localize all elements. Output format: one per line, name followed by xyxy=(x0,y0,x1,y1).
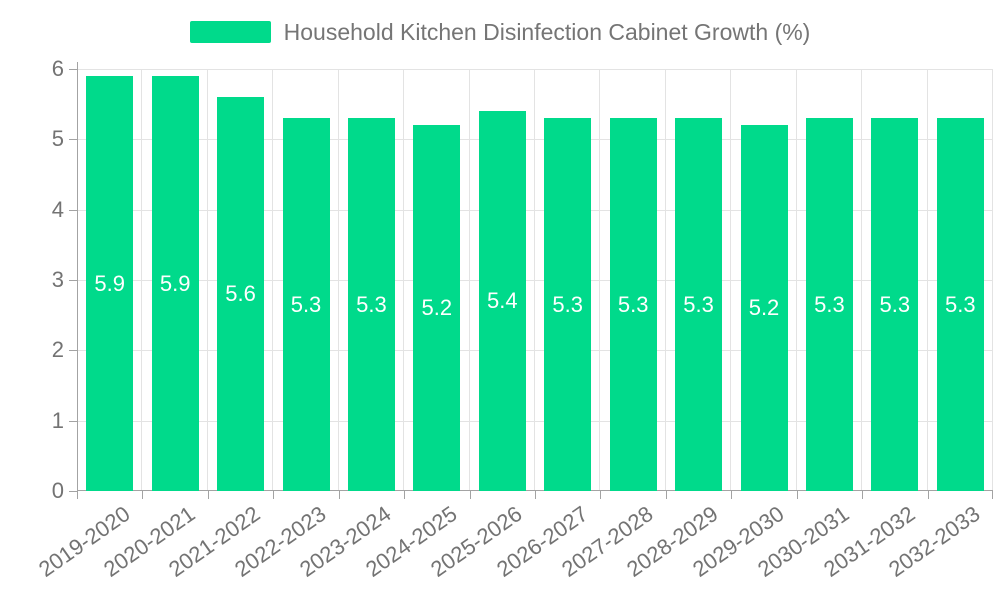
grid-line-horizontal xyxy=(77,350,993,352)
x-axis-tick xyxy=(338,491,340,499)
x-axis-tick xyxy=(535,491,536,499)
y-axis-tick xyxy=(69,69,77,70)
grid-line-vertical xyxy=(861,69,863,491)
x-axis-tick xyxy=(469,491,471,499)
x-axis-tick xyxy=(142,491,144,499)
x-axis-tick xyxy=(992,491,993,499)
bar-value-label: 5.9 xyxy=(159,270,191,296)
y-axis-tick xyxy=(69,139,77,141)
x-axis-tick xyxy=(796,491,798,499)
y-axis-tick xyxy=(69,420,77,422)
bar: 5.9 xyxy=(151,76,199,491)
legend-label: Household Kitchen Disinfection Cabinet G… xyxy=(283,19,811,45)
bar: 5.2 xyxy=(413,125,461,491)
grid-line-vertical xyxy=(534,69,535,491)
x-axis-tick xyxy=(273,491,275,499)
bar: 5.2 xyxy=(740,125,788,491)
grid-line-vertical xyxy=(337,69,339,491)
grid-line-vertical xyxy=(272,69,274,491)
bar-value-label: 5.3 xyxy=(617,291,649,317)
x-axis-tick xyxy=(927,491,929,499)
x-axis-tick xyxy=(404,491,406,499)
grid-line-horizontal xyxy=(77,420,993,422)
y-tick-label: 3 xyxy=(51,267,64,292)
grid-line-vertical xyxy=(664,69,666,491)
bar-value-label: 5.3 xyxy=(683,291,714,317)
y-axis-tick xyxy=(69,209,77,211)
legend-swatch-icon xyxy=(189,21,271,43)
y-axis-tick xyxy=(69,491,77,492)
x-axis-tick xyxy=(207,491,209,499)
x-axis-tick xyxy=(665,491,667,499)
bar-value-label: 5.4 xyxy=(486,288,518,314)
y-tick-label: 6 xyxy=(51,56,64,81)
bar-value-label: 5.2 xyxy=(748,295,780,321)
grid-line-vertical xyxy=(599,69,601,491)
bar: 5.3 xyxy=(871,118,919,491)
bar-value-label: 5.2 xyxy=(421,295,453,321)
bar-value-label: 5.3 xyxy=(552,291,583,317)
grid-line-vertical xyxy=(403,69,405,491)
bar: 5.3 xyxy=(609,118,657,491)
y-axis-tick xyxy=(69,350,77,352)
y-tick-label: 5 xyxy=(51,126,64,152)
grid-line-vertical xyxy=(730,69,732,491)
grid-line-vertical xyxy=(206,69,208,491)
y-axis-tick xyxy=(69,280,77,281)
legend[interactable]: Household Kitchen Disinfection Cabinet G… xyxy=(0,18,1000,46)
bar-value-label: 5.3 xyxy=(814,291,845,317)
grid-line-vertical xyxy=(141,69,143,491)
y-tick-label: 2 xyxy=(51,337,64,363)
bar: 5.3 xyxy=(675,118,723,491)
bar-value-label: 5.3 xyxy=(944,291,976,317)
bar-value-label: 5.3 xyxy=(879,291,911,317)
bar: 5.6 xyxy=(217,97,265,491)
grid-line-horizontal xyxy=(77,139,993,141)
grid-line-vertical xyxy=(926,69,928,491)
y-tick-label: 1 xyxy=(51,407,64,433)
y-tick-label: 4 xyxy=(51,196,64,222)
x-axis-tick xyxy=(600,491,602,499)
bar: 5.3 xyxy=(544,118,592,491)
x-axis-line xyxy=(77,490,993,491)
bar: 5.3 xyxy=(347,118,395,491)
grid-line-horizontal xyxy=(77,280,993,281)
bar-value-label: 5.3 xyxy=(356,291,387,317)
grid-line-horizontal xyxy=(77,69,993,70)
bar: 5.3 xyxy=(936,118,984,491)
grid-line-vertical xyxy=(795,69,797,491)
grid-line-vertical xyxy=(468,69,470,491)
bar: 5.3 xyxy=(805,118,853,491)
grid-line-vertical xyxy=(992,69,993,491)
y-tick-label: 0 xyxy=(51,478,64,503)
bar-value-label: 5.3 xyxy=(290,291,322,317)
x-axis-tick xyxy=(77,491,78,499)
x-axis-tick xyxy=(731,491,733,499)
bar-value-label: 5.6 xyxy=(225,281,256,307)
bar: 5.3 xyxy=(282,118,330,491)
bar: 5.9 xyxy=(86,76,134,491)
plot-area: 0 1 2 3 4 5 6 5.9 5.9 5.6 5.3 5.3 5.2 5.4 5.3 5.3 5.3 5.2… xyxy=(34,56,993,582)
x-axis-tick xyxy=(862,491,864,499)
grid-line-horizontal xyxy=(77,209,993,211)
bar: 5.4 xyxy=(478,111,526,491)
y-axis-line xyxy=(77,62,78,491)
bar-value-label: 5.9 xyxy=(94,270,125,296)
